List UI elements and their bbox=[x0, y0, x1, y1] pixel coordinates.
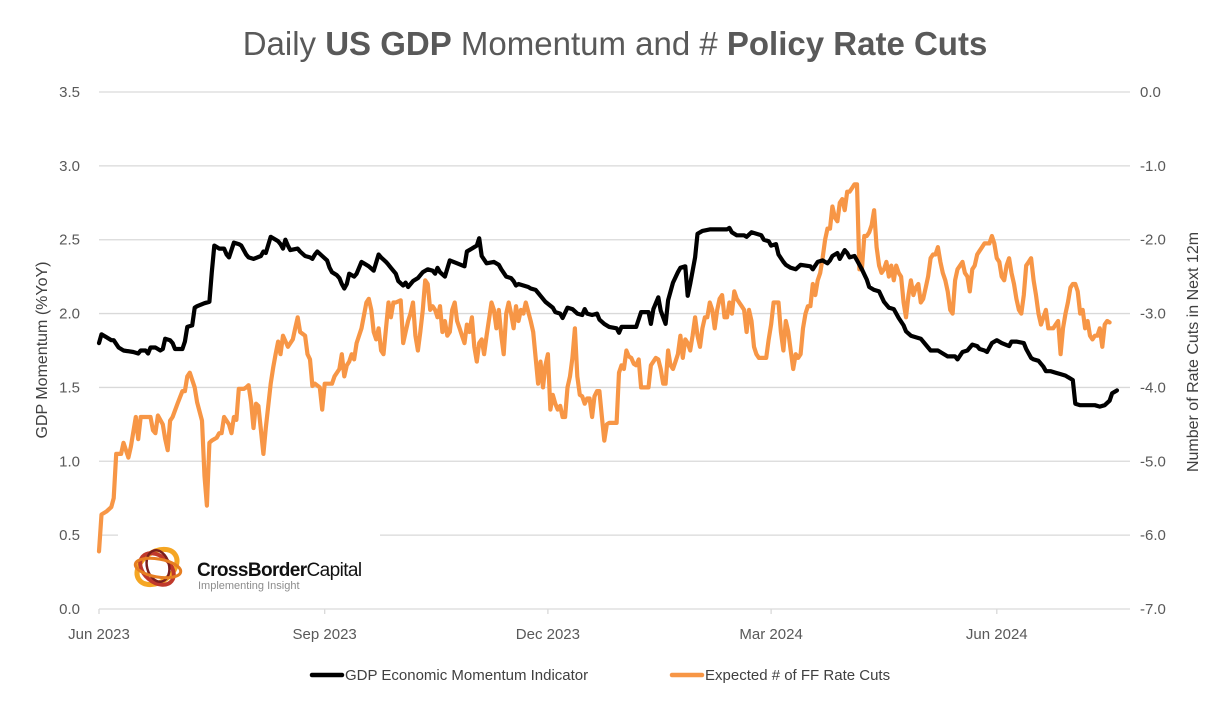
legend-label: GDP Economic Momentum Indicator bbox=[345, 667, 588, 684]
logo-tagline: Implementing Insight bbox=[198, 580, 300, 592]
left-tick-label: 0.5 bbox=[59, 527, 80, 544]
crossborder-capital-logo: CrossBorderCapital Implementing Insight bbox=[118, 527, 380, 607]
x-tick-label: Sep 2023 bbox=[293, 626, 357, 643]
right-tick-label: -5.0 bbox=[1140, 453, 1166, 470]
left-tick-label: 3.5 bbox=[59, 84, 80, 101]
title-part: Daily bbox=[243, 25, 326, 62]
legend-item: GDP Economic Momentum Indicator bbox=[309, 667, 588, 684]
left-tick-label: 3.0 bbox=[59, 158, 80, 175]
x-axis-ticks: Jun 2023 Sep 2023 Dec 2023 Mar 2024 Jun 2024 bbox=[68, 609, 1028, 643]
right-tick-label: -2.0 bbox=[1140, 232, 1166, 249]
legend: GDP Economic Momentum Indicator Expected … bbox=[309, 667, 890, 684]
right-tick-label: -4.0 bbox=[1140, 379, 1166, 396]
title-part: Momentum and # bbox=[452, 25, 727, 62]
logo-background bbox=[118, 527, 380, 607]
left-tick-label: 0.0 bbox=[59, 601, 80, 618]
gdp-momentum-line bbox=[96, 225, 1120, 409]
right-tick-label: -3.0 bbox=[1140, 306, 1166, 323]
x-tick-label: Jun 2024 bbox=[966, 626, 1028, 643]
logo-rings-icon bbox=[133, 546, 183, 588]
right-tick-label: -6.0 bbox=[1140, 527, 1166, 544]
x-tick-label: Jun 2023 bbox=[68, 626, 130, 643]
title-part: Policy Rate Cuts bbox=[727, 25, 987, 62]
series-layer bbox=[96, 182, 1120, 554]
left-tick-label: 2.5 bbox=[59, 232, 80, 249]
rate-cuts-line bbox=[96, 182, 1112, 554]
left-axis-ticks: 0.0 0.5 1.0 1.5 2.0 2.5 3.0 3.5 bbox=[59, 84, 80, 618]
left-tick-label: 2.0 bbox=[59, 306, 80, 323]
legend-label: Expected # of FF Rate Cuts bbox=[705, 667, 890, 684]
right-axis-ticks: 0.0 -1.0 -2.0 -3.0 -4.0 -5.0 -6.0 -7.0 bbox=[1140, 84, 1166, 618]
title-part: US GDP bbox=[325, 25, 452, 62]
left-axis-label: GDP Momentum (%YoY) bbox=[34, 262, 51, 439]
right-tick-label: -7.0 bbox=[1140, 601, 1166, 618]
left-tick-label: 1.5 bbox=[59, 379, 80, 396]
x-tick-label: Mar 2024 bbox=[739, 626, 802, 643]
right-axis-label: Number of Rate Cuts in Next 12m bbox=[1185, 232, 1202, 472]
legend-item: Expected # of FF Rate Cuts bbox=[669, 667, 890, 684]
x-tick-label: Dec 2023 bbox=[516, 626, 580, 643]
chart-title: Daily US GDP Momentum and # Policy Rate … bbox=[243, 25, 988, 62]
right-tick-label: 0.0 bbox=[1140, 84, 1161, 101]
logo-name: CrossBorderCapital bbox=[197, 560, 362, 581]
left-tick-label: 1.0 bbox=[59, 453, 80, 470]
right-tick-label: -1.0 bbox=[1140, 158, 1166, 175]
